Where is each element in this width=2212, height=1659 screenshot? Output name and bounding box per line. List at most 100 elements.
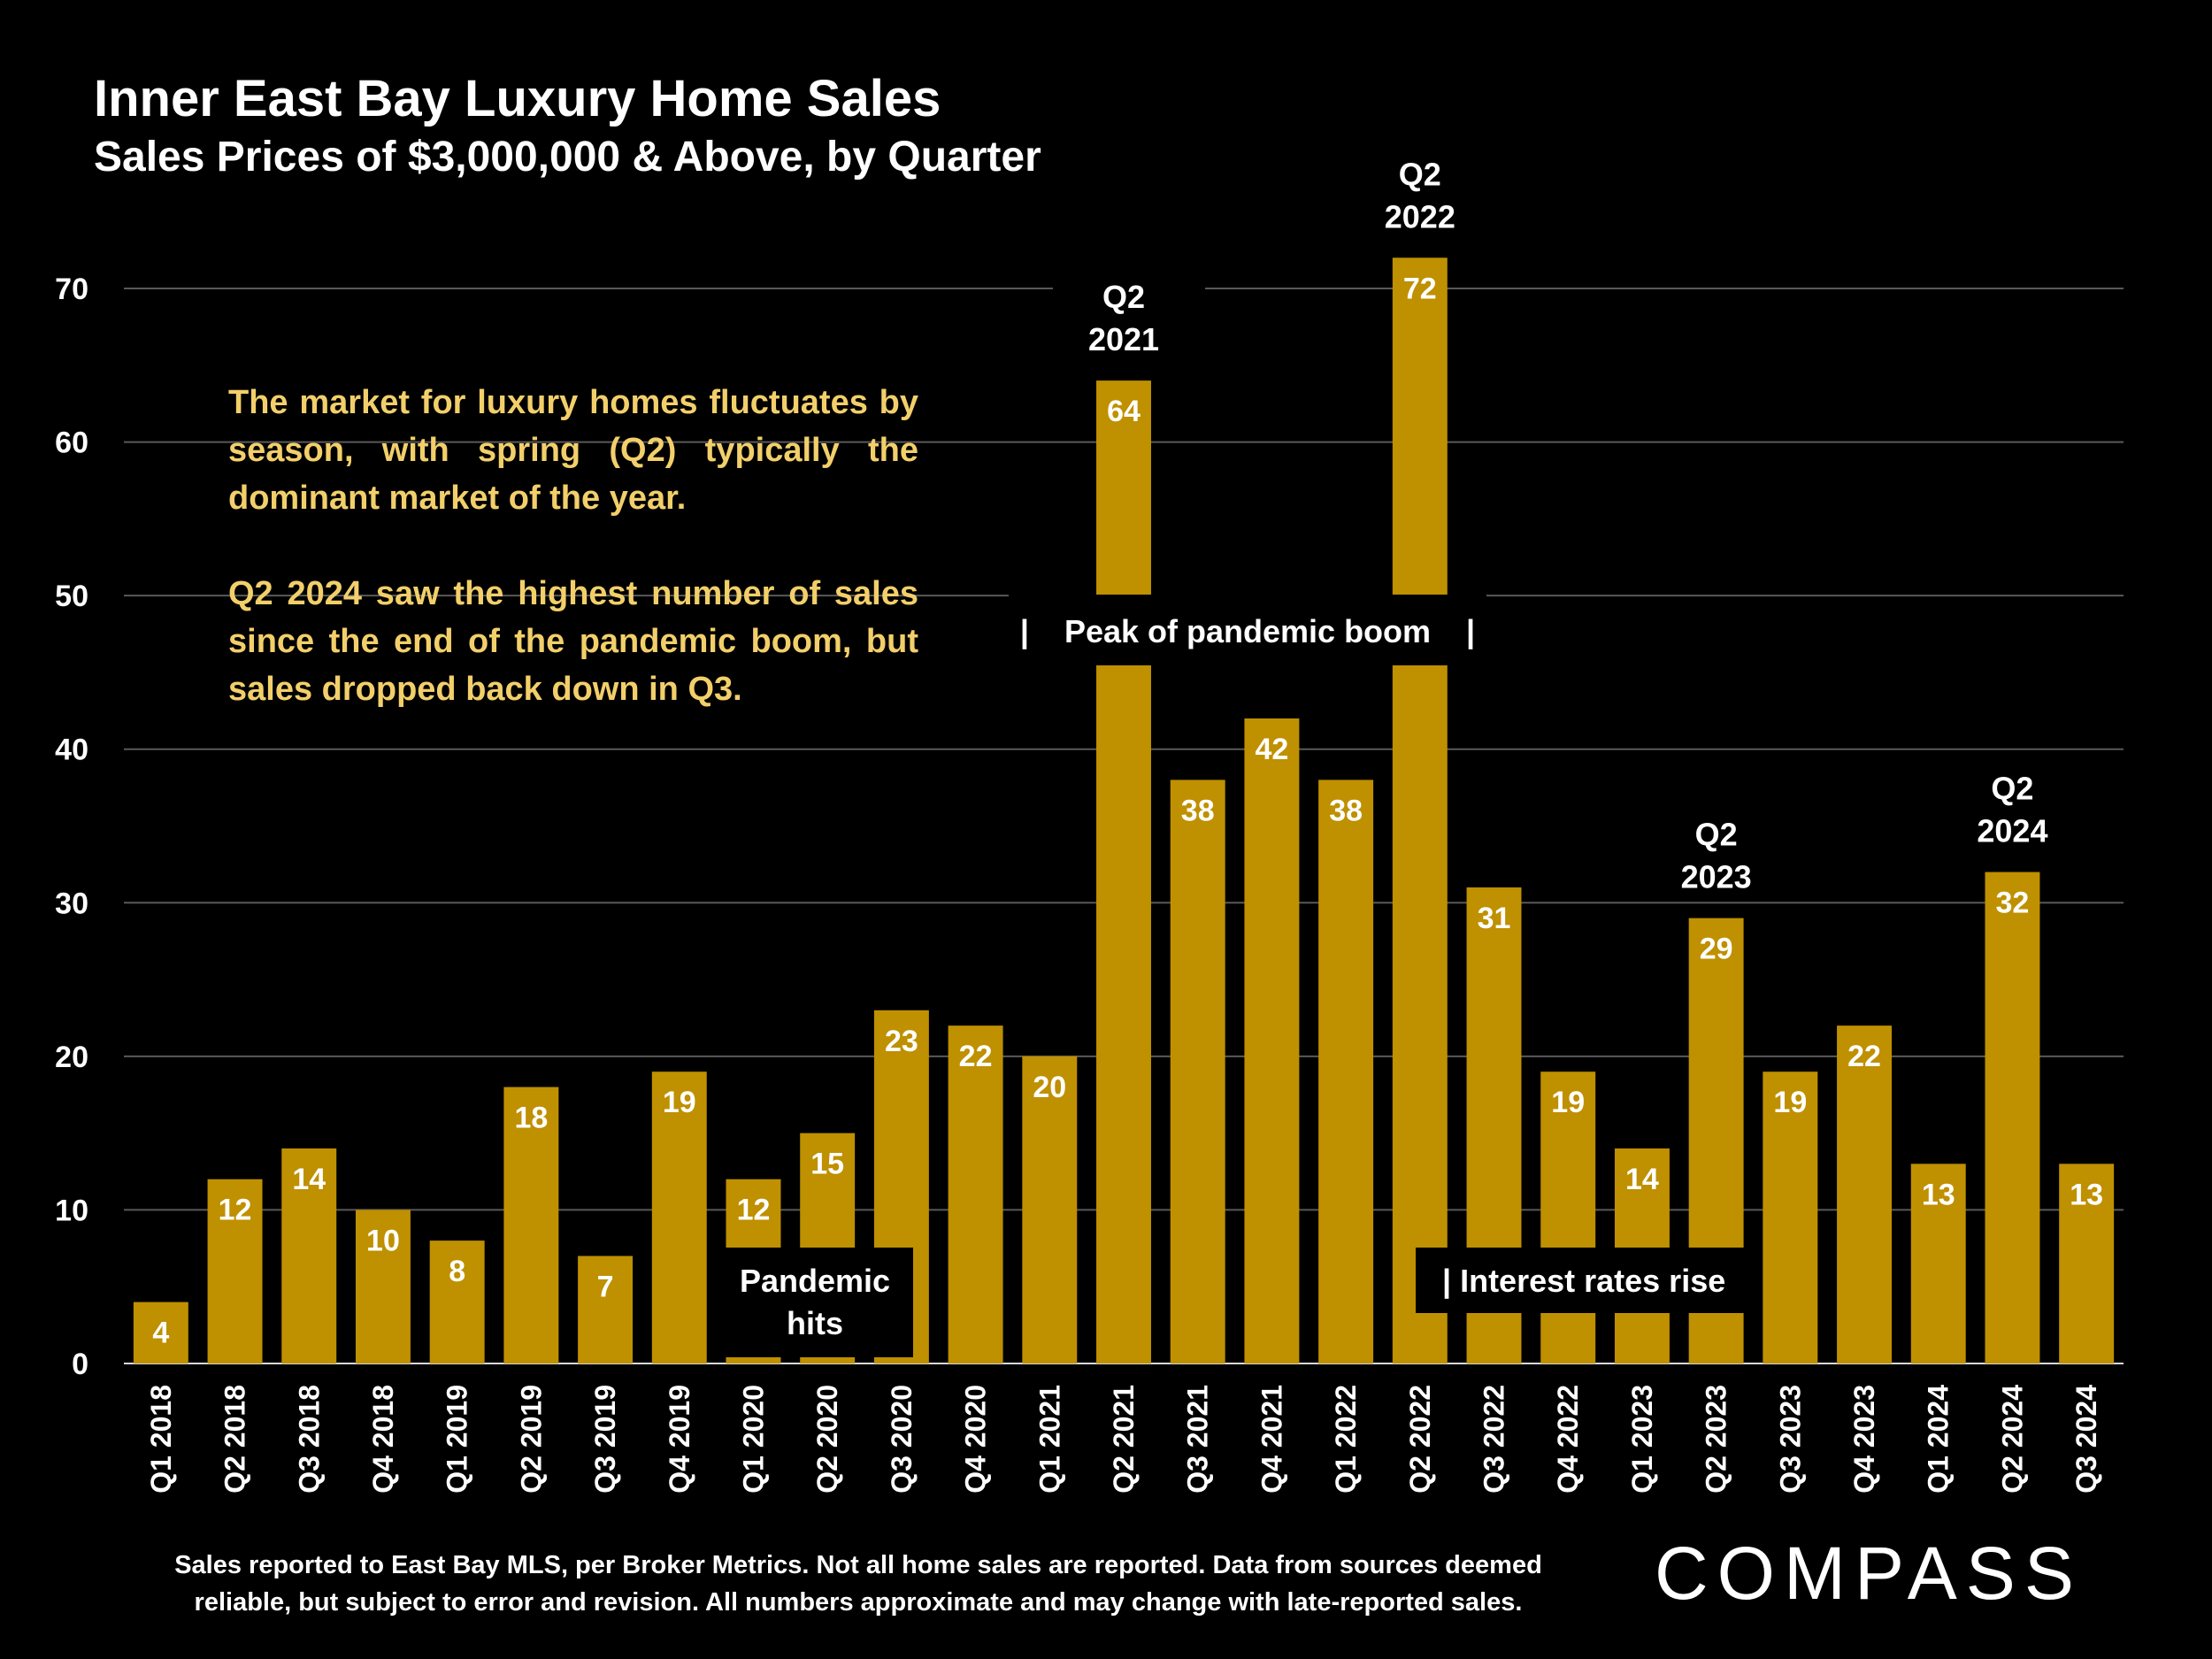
value-label-q4-2018: 10 [366, 1224, 400, 1257]
value-label-q4-2023: 22 [1847, 1040, 1881, 1073]
bar-q2-2021 [1096, 380, 1151, 1364]
pandemic-hits-line2: hits [787, 1305, 843, 1341]
x-tick-label-q4-2020: Q4 2020 [960, 1385, 992, 1494]
value-label-q1-2018: 4 [152, 1317, 169, 1350]
callout-line2-q2-2022: 2022 [1385, 198, 1455, 234]
value-label-q2-2021: 64 [1107, 395, 1141, 428]
y-tick-label-20: 20 [55, 1041, 88, 1074]
bar-q1-2021 [1022, 1056, 1078, 1363]
value-label-q4-2019: 19 [663, 1086, 696, 1119]
value-label-q1-2021: 20 [1033, 1071, 1066, 1104]
y-tick-label-10: 10 [55, 1194, 88, 1227]
x-tick-label-q3-2024: Q3 2024 [2070, 1385, 2102, 1494]
x-tick-label-q3-2020: Q3 2020 [886, 1385, 918, 1494]
x-tick-label-q1-2018: Q1 2018 [145, 1385, 177, 1494]
y-tick-label-70: 70 [55, 273, 88, 306]
bar-q1-2022 [1318, 780, 1374, 1363]
bar-q3-2018 [281, 1148, 337, 1363]
callout-line2-q2-2024: 2024 [1977, 813, 2047, 849]
callout-line2-q2-2021: 2021 [1088, 321, 1159, 357]
x-tick-label-q4-2022: Q4 2022 [1552, 1385, 1584, 1494]
value-label-q1-2020: 12 [737, 1194, 771, 1227]
x-tick-label-q1-2024: Q1 2024 [1923, 1385, 1955, 1494]
callout-line1-q2-2022: Q2 [1399, 156, 1441, 192]
value-label-q2-2022: 72 [1403, 272, 1437, 305]
value-label-q3-2023: 19 [1773, 1086, 1807, 1119]
x-tick-label-q2-2022: Q2 2022 [1404, 1385, 1436, 1494]
value-label-q3-2020: 23 [885, 1025, 918, 1058]
x-tick-label-q2-2019: Q2 2019 [515, 1385, 547, 1494]
footnote: Sales reported to East Bay MLS, per Brok… [174, 1551, 1542, 1617]
value-label-q2-2023: 29 [1700, 933, 1733, 966]
value-label-q3-2021: 38 [1181, 794, 1215, 827]
interest-rates-rise-box [1416, 1248, 1745, 1313]
x-tick-label-q3-2019: Q3 2019 [589, 1385, 621, 1494]
callout-line2-q2-2023: 2023 [1681, 859, 1752, 895]
bar-q2-2018 [207, 1179, 263, 1363]
x-tick-label-q2-2020: Q2 2020 [811, 1385, 843, 1494]
bar-q4-2022 [1540, 1071, 1596, 1363]
value-label-q2-2019: 18 [514, 1102, 548, 1135]
x-tick-label-q1-2023: Q1 2023 [1626, 1385, 1658, 1494]
x-tick-label-q3-2018: Q3 2018 [293, 1385, 325, 1494]
value-label-q1-2024: 13 [1922, 1178, 1955, 1211]
bar-q4-2020 [948, 1025, 1003, 1363]
y-tick-label-0: 0 [72, 1348, 88, 1381]
x-axis: Q1 2018 Q2 2018 Q3 2018 Q4 2018 Q1 2019 Q2 20… [145, 1385, 2102, 1494]
peak-pandemic-boom-label: | Peak of pandemic boom | [1020, 613, 1475, 650]
value-label-q2-2018: 12 [219, 1194, 252, 1227]
x-tick-label-q3-2021: Q3 2021 [1182, 1385, 1214, 1494]
data-labels: 4 12 14 10 8 18 7 19 12 15 23 22 20 64 38 42 38 72 31 19 14 2… [152, 272, 2103, 1349]
x-tick-label-q4-2021: Q4 2021 [1256, 1385, 1287, 1494]
commentary-paragraph-1: The market for luxury homes fluctuates b… [228, 384, 918, 517]
y-axis: 0 10 20 30 40 50 60 70 [55, 273, 88, 1381]
x-tick-label-q1-2020: Q1 2020 [737, 1385, 769, 1494]
pandemic-hits-box [717, 1248, 913, 1357]
y-tick-label-30: 30 [55, 887, 88, 920]
callout-line1-q2-2024: Q2 [1991, 771, 2033, 807]
x-tick-label-q4-2019: Q4 2019 [664, 1385, 695, 1494]
bar-q4-2018 [355, 1210, 411, 1363]
peak-pandemic-boom-box [1009, 595, 1486, 665]
value-label-q1-2019: 8 [449, 1255, 465, 1288]
value-label-q3-2019: 7 [597, 1271, 614, 1304]
x-tick-label-q4-2018: Q4 2018 [367, 1385, 399, 1494]
value-label-q1-2023: 14 [1625, 1163, 1659, 1196]
x-tick-label-q4-2023: Q4 2023 [1848, 1385, 1880, 1494]
bar-q3-2019 [578, 1256, 634, 1363]
pandemic-hits-line1: Pandemic [740, 1263, 890, 1299]
bar-q2-2019 [503, 1087, 559, 1363]
x-tick-label-q2-2023: Q2 2023 [1701, 1385, 1732, 1494]
x-tick-label-q1-2021: Q1 2021 [1033, 1385, 1065, 1494]
value-label-q4-2021: 42 [1255, 733, 1288, 766]
value-label-q1-2022: 38 [1329, 794, 1363, 827]
bar-q4-2023 [1837, 1025, 1893, 1363]
value-label-q2-2020: 15 [810, 1148, 844, 1181]
value-label-q4-2022: 19 [1551, 1086, 1585, 1119]
callout-line1-q2-2021: Q2 [1102, 279, 1145, 315]
x-tick-label-q1-2019: Q1 2019 [442, 1385, 473, 1494]
value-label-q2-2024: 32 [1996, 887, 2030, 920]
bar-q3-2024 [2059, 1164, 2115, 1363]
value-label-q4-2020: 22 [959, 1040, 993, 1073]
y-tick-label-40: 40 [55, 733, 88, 767]
bar-q1-2019 [429, 1240, 485, 1363]
y-tick-label-50: 50 [55, 580, 88, 613]
x-tick-label-q3-2022: Q3 2022 [1479, 1385, 1510, 1494]
bar-q1-2018 [133, 1302, 188, 1363]
commentary-paragraph-2: Q2 2024 saw the highest number of sales … [228, 575, 918, 708]
chart-subtitle: Sales Prices of $3,000,000 & Above, by Q… [94, 134, 1041, 180]
interest-rates-rise-label: | Interest rates rise [1442, 1263, 1725, 1300]
bar-q4-2019 [651, 1071, 707, 1363]
bar-q2-2024 [1985, 872, 2040, 1363]
compass-logo: COMPASS [1655, 1532, 2083, 1615]
bar-q4-2021 [1244, 718, 1300, 1363]
bar-q2-2022 [1392, 257, 1448, 1364]
value-label-q3-2022: 31 [1478, 902, 1511, 935]
callout-line1-q2-2023: Q2 [1695, 817, 1738, 853]
x-tick-label-q3-2023: Q3 2023 [1774, 1385, 1806, 1494]
value-label-q3-2024: 13 [2070, 1178, 2103, 1211]
bar-q3-2021 [1170, 780, 1225, 1363]
x-tick-label-q2-2024: Q2 2024 [1996, 1385, 2028, 1494]
